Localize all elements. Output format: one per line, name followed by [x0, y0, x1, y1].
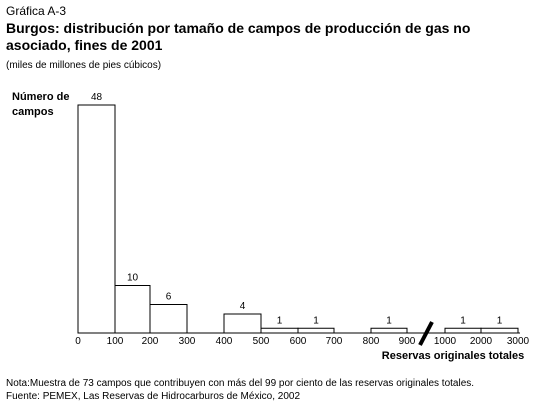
bar-0-100 — [77, 104, 116, 334]
bar-value-label-2000-3000: 1 — [497, 315, 503, 326]
chart-label: Gráfica A-3 — [6, 4, 67, 18]
bar-1000-2000 — [444, 327, 482, 334]
x-tick-label-700: 700 — [326, 336, 343, 347]
bar-800-900 — [370, 327, 408, 334]
bar-2000-3000 — [480, 327, 519, 334]
bar-400-500 — [223, 313, 262, 334]
chart-title: Burgos: distribución por tamaño de campo… — [6, 20, 470, 54]
value-labels-group: 48 10 6 4 1 1 1 1 1 — [91, 92, 503, 326]
bar-100-200 — [114, 285, 151, 334]
chart-title-line-1: Burgos: distribución por tamaño de campo… — [6, 20, 471, 36]
bar-value-label-600-700: 1 — [313, 315, 319, 326]
y-axis-label: Número de campos — [12, 90, 69, 120]
bar-500-600 — [260, 327, 299, 334]
bar-value-label-800-900: 1 — [386, 315, 392, 326]
bar-value-label-200-300: 6 — [166, 292, 172, 303]
x-tick-label-300: 300 — [179, 336, 196, 347]
bar-value-label-500-600: 1 — [277, 315, 283, 326]
y-axis-label-line-2: campos — [12, 106, 54, 118]
x-tick-label-200: 200 — [142, 336, 159, 347]
x-axis-label: Reservas originales totales — [382, 350, 524, 362]
x-tick-label-0: 0 — [75, 336, 81, 347]
x-tick-label-900: 900 — [399, 336, 416, 347]
bar-value-label-100-200: 10 — [127, 273, 139, 284]
x-tick-label-1000: 1000 — [434, 336, 457, 347]
bar-value-label-1000-2000: 1 — [460, 315, 466, 326]
chart-title-line-2: asociado, fines de 2001 — [6, 37, 163, 53]
axis-break-mark — [418, 321, 434, 346]
x-tick-label-100: 100 — [107, 336, 124, 347]
bar-value-label-400-500: 4 — [240, 301, 246, 312]
bar-value-label-0-100: 48 — [91, 92, 103, 103]
y-axis-label-line-1: Número de — [12, 91, 70, 103]
bar-600-700 — [297, 327, 335, 334]
x-tick-label-500: 500 — [253, 336, 270, 347]
x-ticks-group: 0 100 200 300 400 500 600 700 800 900 1000 2000 3000 — [75, 336, 529, 347]
x-tick-label-2000: 2000 — [470, 336, 493, 347]
x-tick-label-3000: 3000 — [507, 336, 530, 347]
footnote: Nota:Muestra de 73 campos que contribuye… — [6, 378, 475, 389]
x-tick-label-800: 800 — [363, 336, 380, 347]
chart-subtitle: (miles de millones de pies cúbicos) — [6, 60, 162, 71]
bar-200-300 — [149, 304, 188, 334]
source-note: Fuente: PEMEX, Las Reservas de Hidrocarb… — [6, 391, 301, 402]
x-tick-label-400: 400 — [216, 336, 233, 347]
x-tick-label-600: 600 — [290, 336, 307, 347]
bars-group — [77, 104, 519, 334]
